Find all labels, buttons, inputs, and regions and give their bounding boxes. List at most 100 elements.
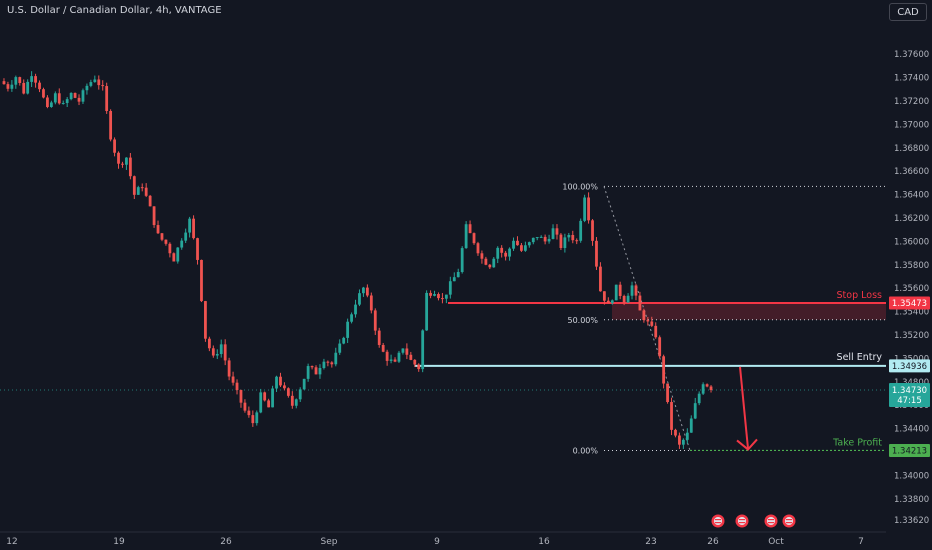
y-tick-label: 1.35200 [894, 331, 929, 341]
candle-body [247, 410, 251, 416]
candle-body [567, 234, 571, 238]
fib-level-label: 0.00% [573, 446, 599, 455]
candle-body [235, 382, 239, 391]
candle-body [243, 402, 247, 411]
candle-body [468, 224, 472, 234]
candle-body [551, 228, 555, 239]
candle-body [81, 90, 85, 102]
economic-event-icon[interactable] [782, 514, 796, 528]
candle-body [6, 84, 10, 89]
sell-entry-annotation: Sell Entry [837, 352, 883, 363]
currency-button[interactable]: CAD [889, 3, 927, 21]
y-tick-label: 1.33620 [894, 516, 929, 526]
candle-body [389, 359, 393, 361]
candle-body [385, 351, 389, 361]
sell-arrow-head [736, 438, 758, 451]
x-tick-label: 9 [434, 537, 440, 547]
candle-body [105, 86, 109, 111]
candle-body [654, 325, 658, 338]
candle-body [508, 248, 511, 257]
candle-body [73, 92, 77, 98]
x-tick-label: 12 [6, 537, 17, 547]
candle-body [286, 388, 290, 396]
fib-trend-line [603, 186, 691, 451]
candle-body [425, 292, 429, 331]
candle-body [504, 252, 508, 257]
candle-body [211, 348, 215, 356]
take-profit-price-value: 1.34213 [892, 446, 927, 456]
candle-body [658, 337, 662, 357]
sell-arrow-shaft [739, 366, 749, 449]
candle-body [602, 291, 606, 301]
candle-body [176, 247, 180, 262]
candle-body [358, 293, 361, 305]
candle-body [148, 195, 152, 207]
economic-event-icon[interactable] [735, 514, 749, 528]
candle-body [255, 412, 259, 424]
candle-body [219, 344, 223, 355]
candle-body [330, 362, 334, 365]
candle-body [365, 287, 369, 296]
candle-body [674, 429, 677, 436]
candle-body [354, 304, 357, 315]
candle-body [267, 400, 271, 408]
candle-body [156, 225, 160, 234]
candle-body [421, 330, 425, 370]
candle-body [630, 285, 634, 296]
candle-body [444, 294, 448, 299]
candle-body [685, 432, 689, 440]
candle-body [614, 284, 618, 301]
candle-body [681, 439, 685, 445]
candle-body [26, 81, 30, 94]
candle-body [448, 281, 452, 295]
candle-body [49, 102, 53, 107]
candle-body [117, 152, 120, 164]
candle-body [709, 386, 713, 390]
candle-body [397, 352, 401, 362]
candle-body [441, 298, 444, 300]
economic-event-icon[interactable] [711, 514, 725, 528]
candle-body [527, 242, 531, 246]
candle-body [579, 220, 583, 241]
stop-loss-annotation: Stop Loss [837, 290, 883, 301]
candle-body [180, 240, 184, 248]
candle-body [666, 383, 669, 403]
candle-body [101, 85, 105, 87]
candle-body [113, 139, 116, 153]
candle-body [520, 245, 523, 251]
candle-body [69, 92, 73, 100]
candle-body [310, 366, 314, 368]
candle-body [571, 234, 575, 241]
price-axis [886, 0, 932, 550]
candle-body [152, 206, 156, 226]
candle-body [322, 361, 326, 369]
candle-body [381, 344, 385, 352]
y-tick-label: 1.35600 [894, 284, 929, 294]
candle-body [53, 93, 57, 103]
candle-body [575, 240, 579, 242]
candle-body [18, 77, 22, 83]
economic-event-icon[interactable] [764, 514, 778, 528]
candle-body [314, 367, 318, 375]
candle-body [429, 292, 432, 296]
candle-body [200, 259, 203, 302]
candle-body [701, 384, 705, 394]
y-tick-label: 1.36200 [894, 214, 929, 224]
candle-body [610, 300, 614, 304]
candle-body [377, 330, 381, 345]
candle-body [207, 338, 211, 349]
candle-body [413, 359, 417, 365]
candle-body [259, 392, 263, 413]
candle-body [350, 314, 353, 322]
candle-body [2, 81, 6, 85]
candle-body [488, 264, 492, 268]
candle-body [437, 294, 440, 299]
candle-body [531, 237, 535, 243]
candle-body [89, 82, 93, 86]
candle-body [57, 93, 61, 104]
candle-body [227, 360, 231, 377]
candle-body [626, 295, 630, 303]
candle-body [271, 388, 274, 408]
